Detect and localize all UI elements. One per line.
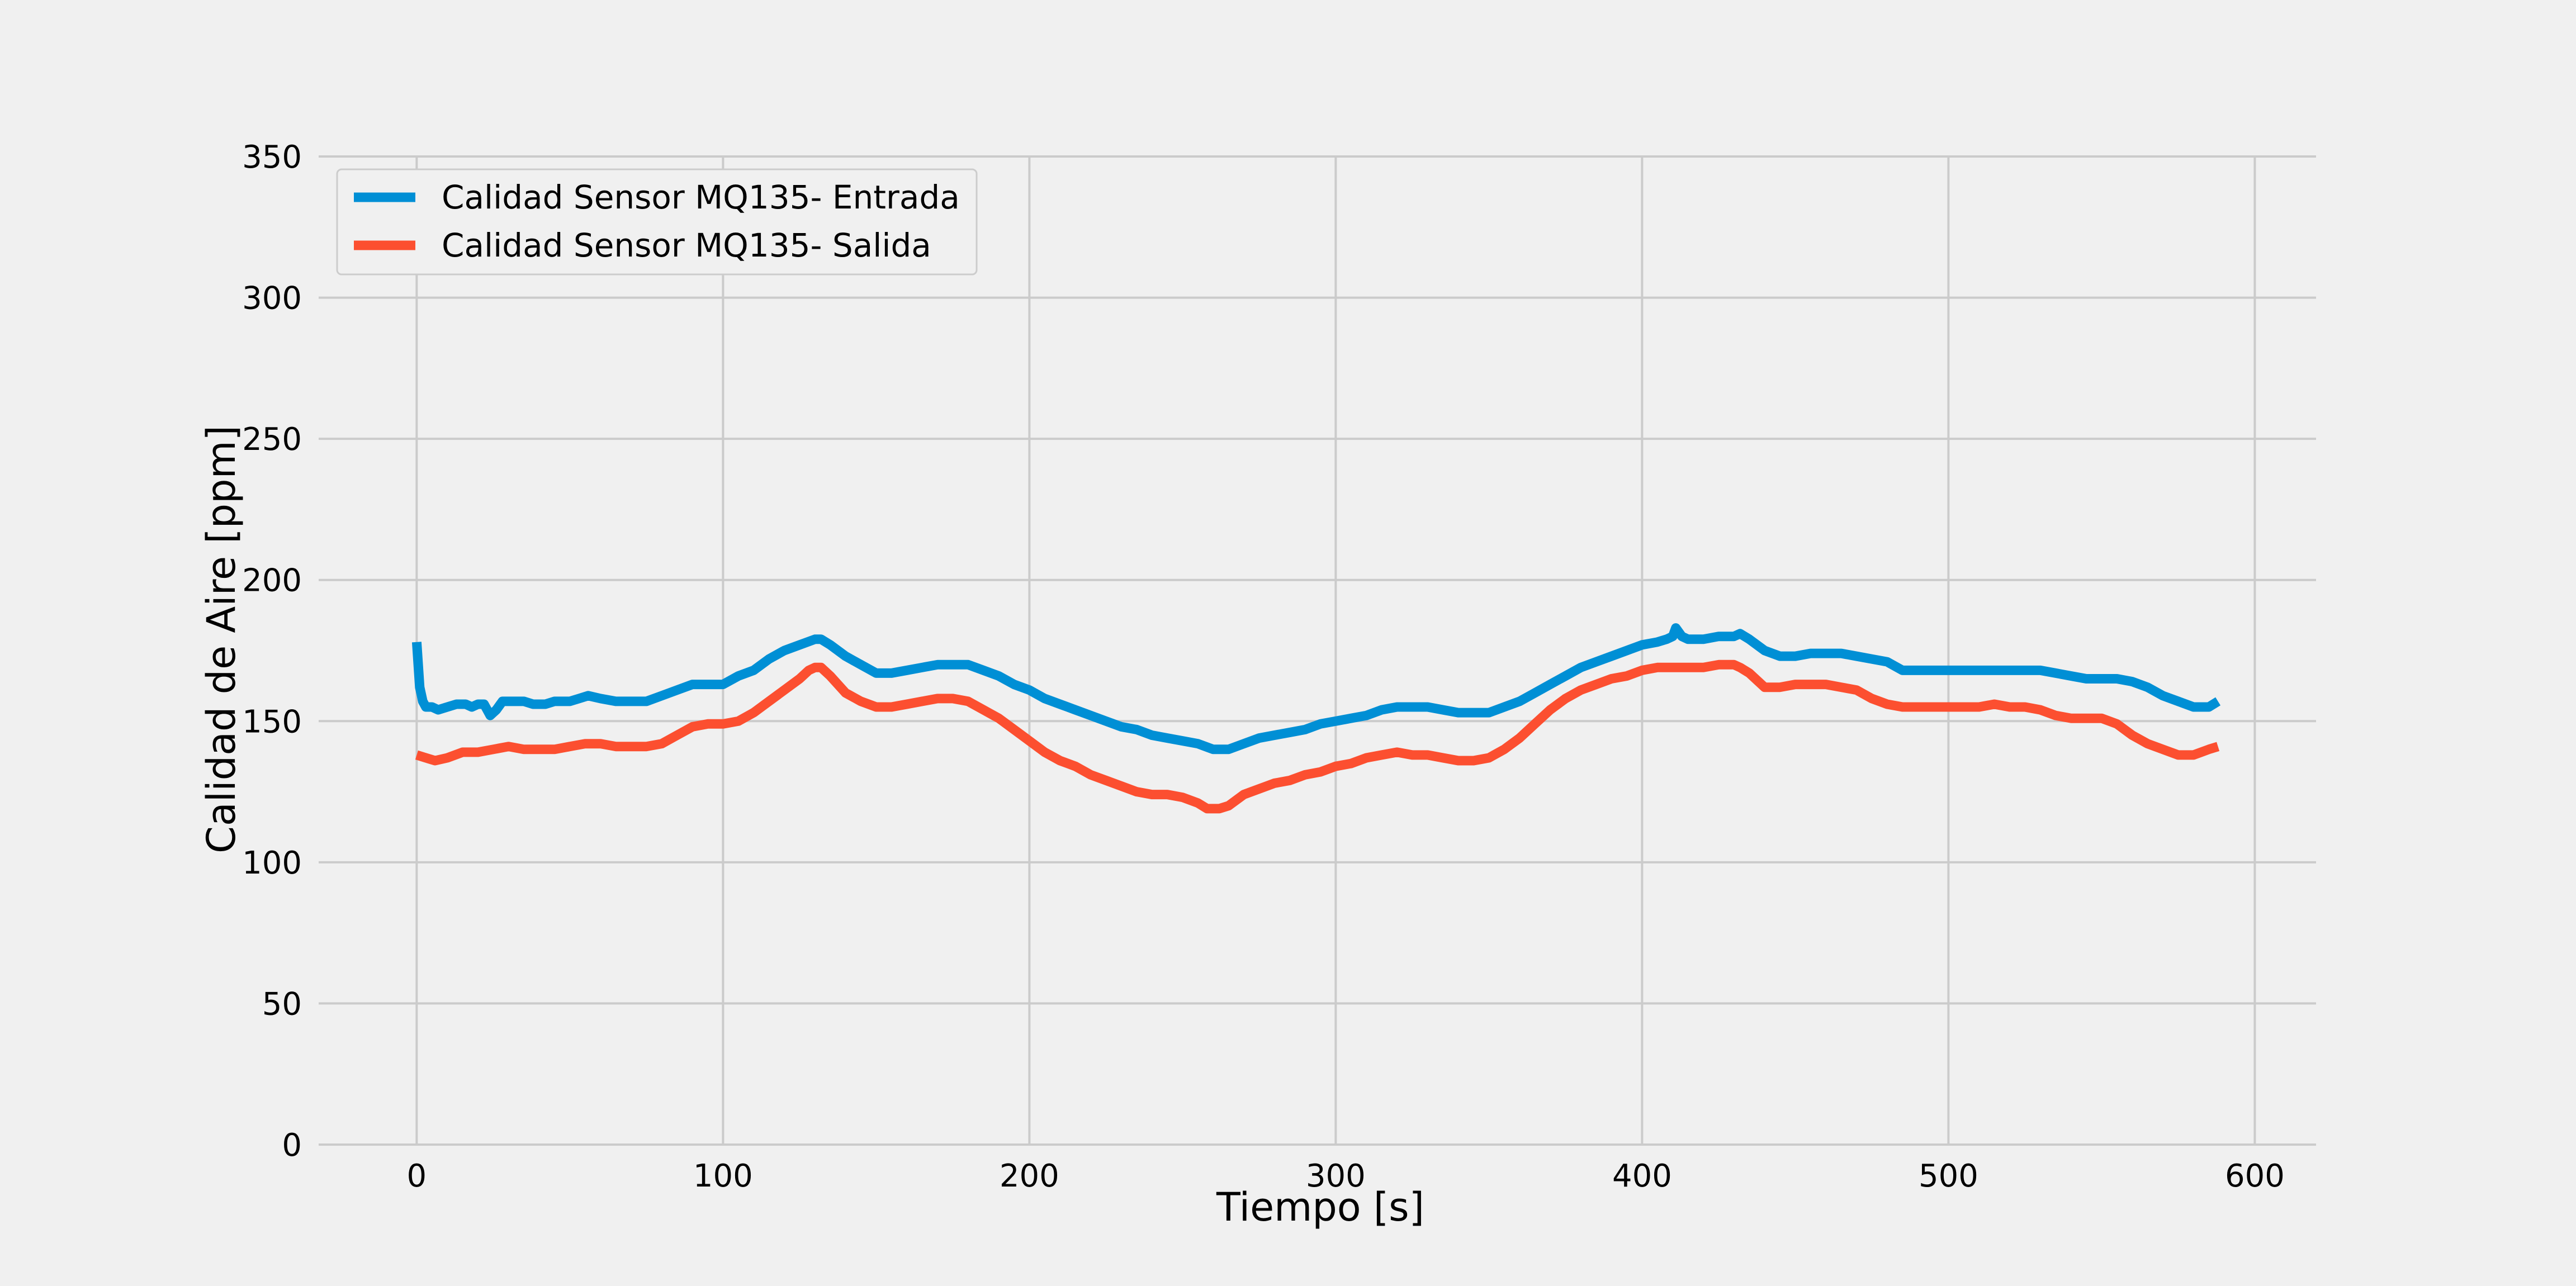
x-tick-label: 300 (1306, 1158, 1366, 1194)
grid-lines (319, 155, 2316, 1146)
series-lines (411, 623, 2221, 814)
series-line-salida (415, 659, 2220, 814)
y-axis-ticks: 0 50 100 150 200 250 300 350 (242, 139, 302, 1164)
y-tick-label: 100 (242, 845, 302, 881)
y-axis-label: Calidad de Aire [ppm] (198, 425, 244, 853)
y-tick-label: 350 (242, 139, 302, 175)
legend-box (336, 168, 978, 276)
y-tick-label: 150 (242, 704, 302, 740)
legend-label-entrada: Calidad Sensor MQ135- Entrada (442, 178, 960, 216)
y-tick-label: 300 (242, 281, 302, 317)
series-line-entrada (411, 623, 2221, 754)
x-axis-ticks: 0 100 200 300 400 500 600 (407, 1158, 2285, 1194)
y-tick-label: 50 (262, 986, 302, 1022)
legend-label-salida: Calidad Sensor MQ135- Salida (442, 226, 931, 264)
y-tick-label: 200 (242, 563, 302, 599)
x-axis-label: Tiempo [s] (1216, 1184, 1424, 1230)
x-tick-label: 500 (1919, 1158, 1978, 1194)
x-tick-label: 200 (1000, 1158, 1059, 1194)
y-tick-label: 0 (282, 1127, 302, 1164)
x-tick-label: 100 (693, 1158, 753, 1194)
legend: Calidad Sensor MQ135- Entrada Calidad Se… (336, 168, 978, 276)
x-tick-label: 0 (407, 1158, 427, 1194)
x-tick-label: 600 (2225, 1158, 2285, 1194)
x-tick-label: 400 (1612, 1158, 1672, 1194)
y-tick-label: 250 (242, 421, 302, 458)
